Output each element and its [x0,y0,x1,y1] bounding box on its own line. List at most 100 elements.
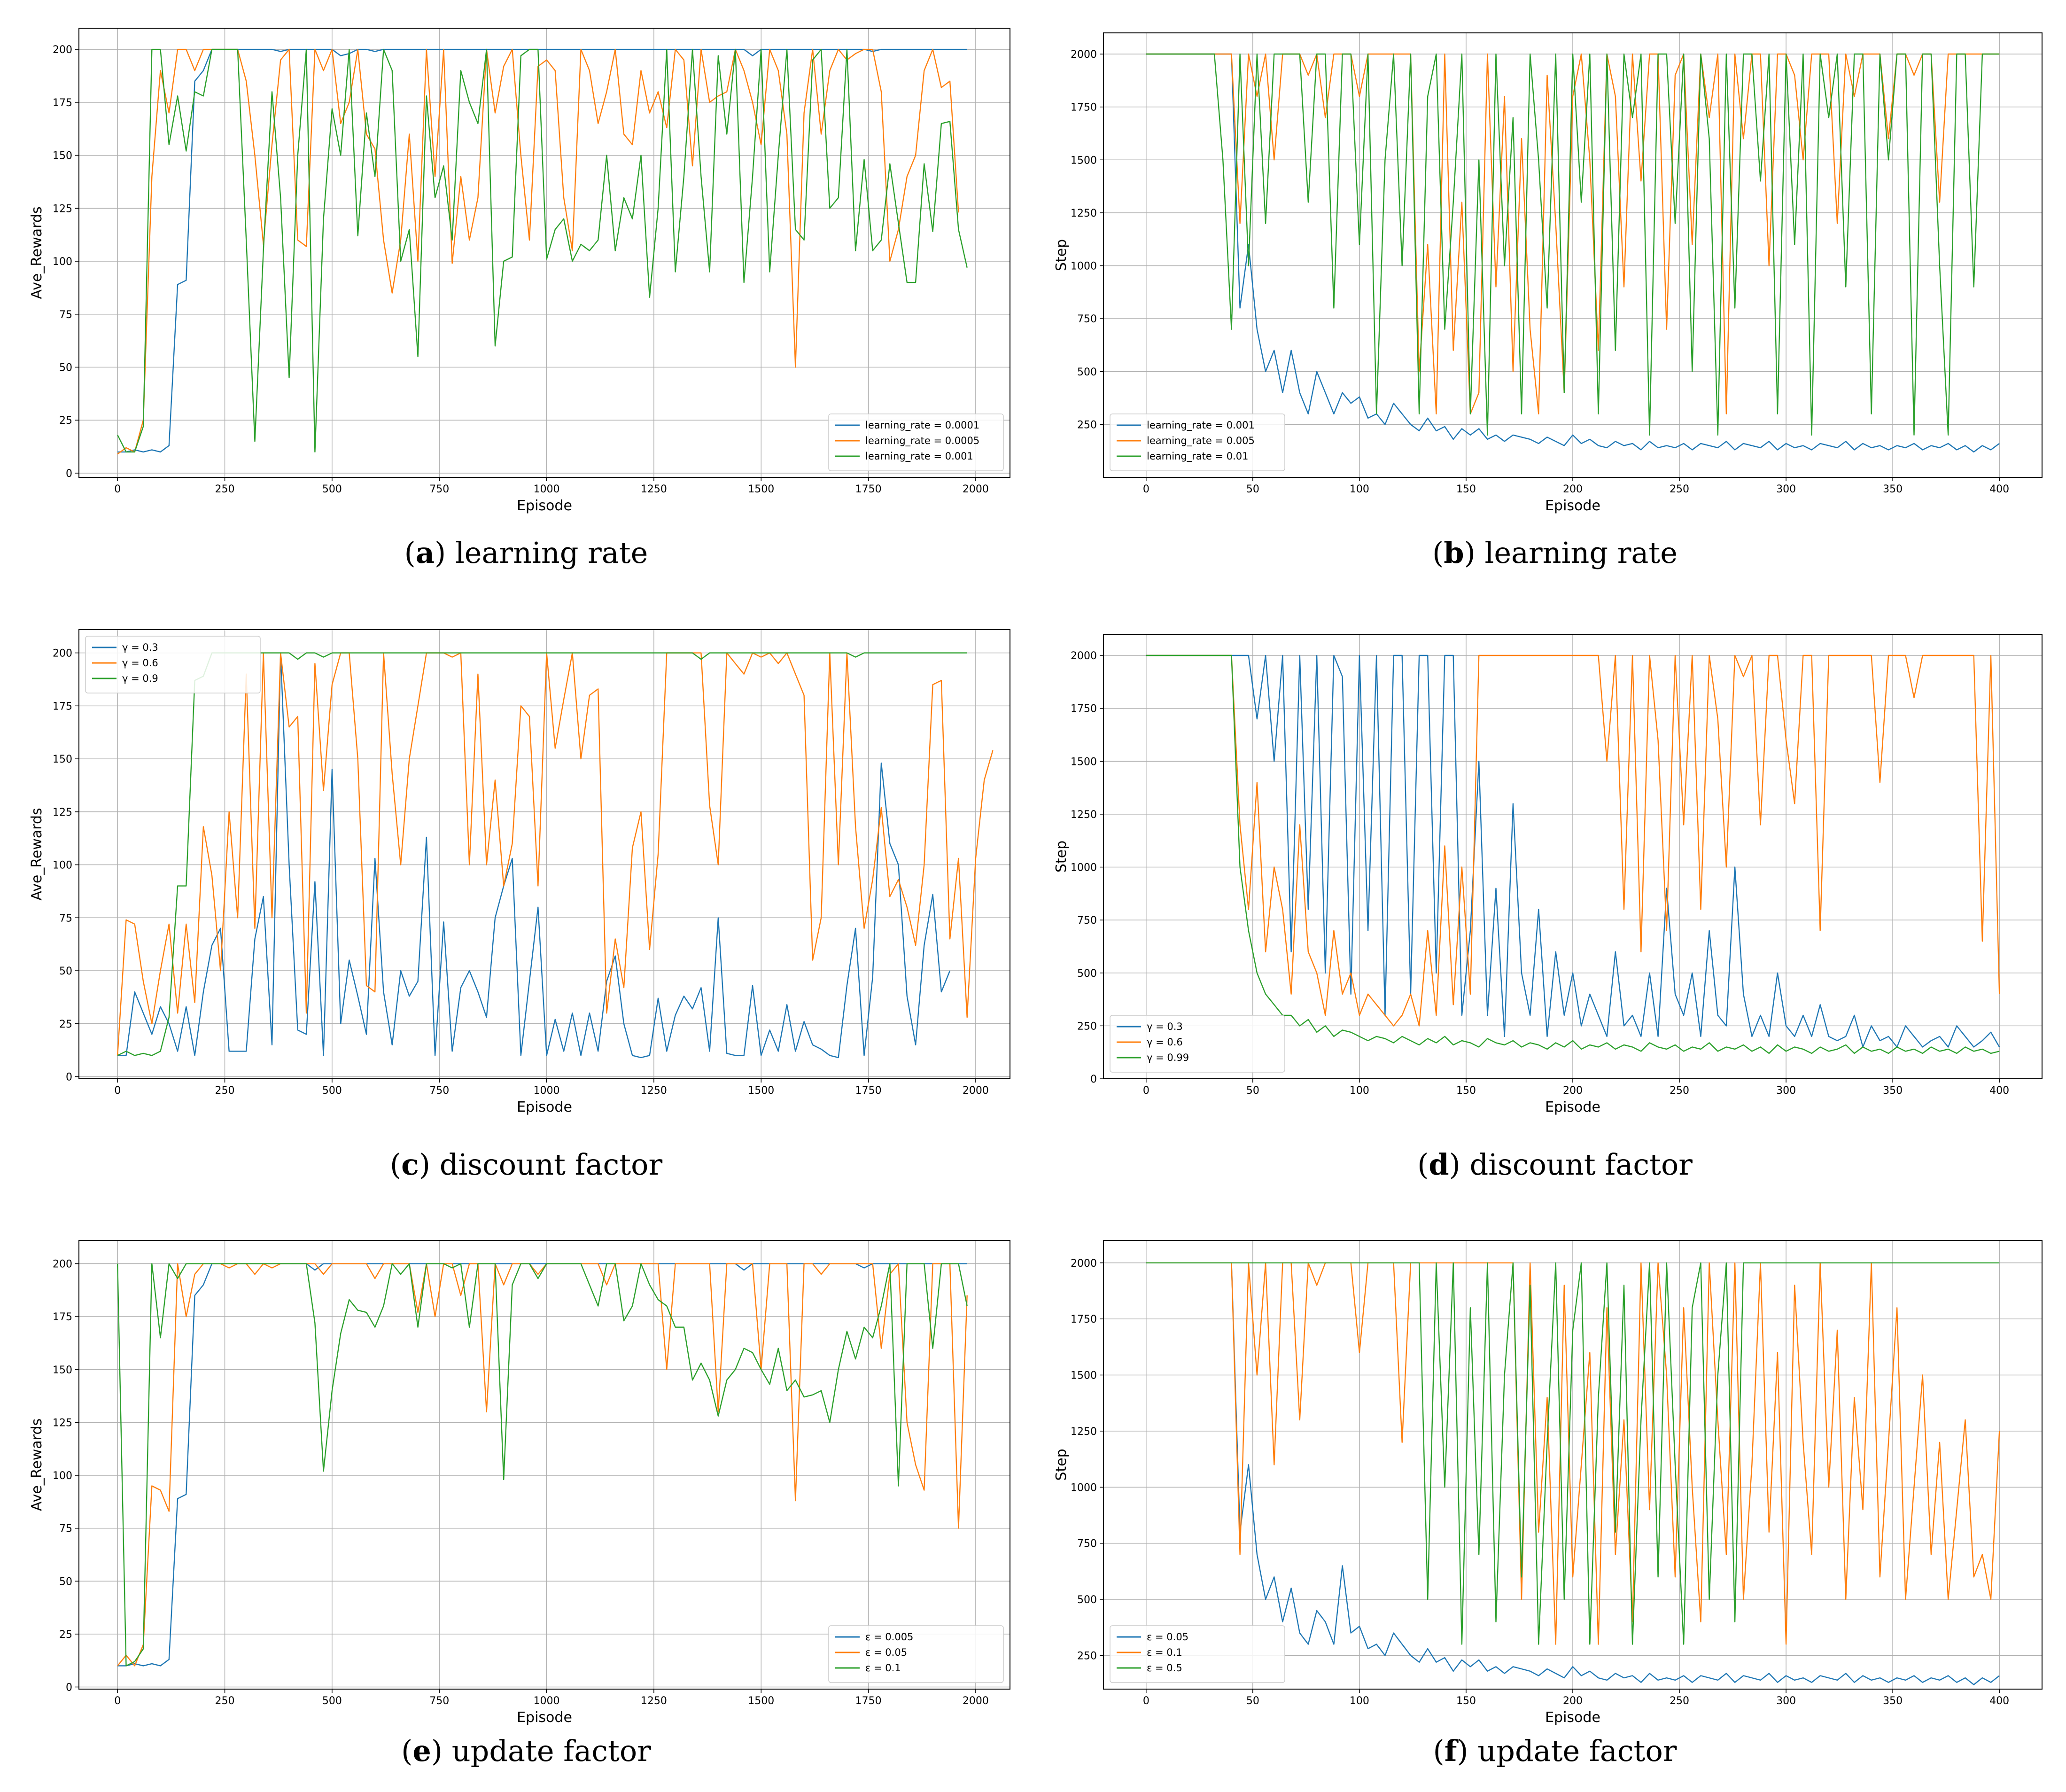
x-tick-label: 2000 [963,483,989,495]
x-axis-label: Episode [517,1099,572,1115]
x-tick-label: 400 [1989,1695,2009,1707]
series-line [117,48,968,453]
x-tick-label: 0 [1143,1695,1150,1707]
x-tick-label: 50 [1246,1085,1259,1097]
y-tick-label: 100 [53,860,72,872]
y-tick-label: 0 [66,1682,72,1693]
caption-text: discount factor [439,1147,663,1182]
x-tick-label: 250 [215,483,235,495]
chart-f: 0 50 100 150 200 250 300 350 400 250 500 750 1000 125… [1053,1240,2043,1726]
legend-label: ε = 0.05 [865,1647,907,1658]
x-tick-label: 300 [1776,1085,1796,1097]
x-tick-label: 0 [114,1695,121,1707]
series-line [1146,654,2000,1054]
legend-box [85,636,261,693]
x-tick-label: 150 [1456,483,1476,495]
x-tick-label: 2000 [963,1085,989,1097]
series-line [117,1263,967,1667]
x-tick-label: 500 [322,1085,342,1097]
legend-box [1110,1625,1285,1683]
y-axis-label: Ave_Rewards [29,206,45,299]
caption-letter: c [401,1147,419,1182]
series-line [1146,1262,2000,1645]
caption-f: (f) update factor [1433,1734,1677,1768]
y-tick-label: 75 [59,912,72,924]
y-tick-label: 500 [1077,968,1097,980]
chart-c: 0 250 500 750 1000 1250 1500 1750 2000 0 25 50 75 100… [29,629,1010,1115]
y-tick-label: 100 [53,1470,72,1482]
y-tick-label: 125 [53,203,72,215]
series-line [117,652,951,1059]
series-line [1146,53,2000,453]
x-tick-label: 1000 [534,1085,560,1097]
series-line [1146,53,2000,436]
caption-letter: b [1444,536,1464,570]
x-tick-label: 150 [1456,1085,1476,1097]
legend-label: ε = 0.1 [865,1662,901,1674]
y-tick-label: 50 [59,1576,72,1588]
y-tick-label: 500 [1077,366,1097,378]
caption-text: learning rate [1484,536,1678,570]
y-tick-label: 25 [59,1019,72,1030]
y-tick-label: 2000 [1071,49,1097,61]
caption-text: discount factor [1469,1147,1693,1182]
y-tick-label: 200 [53,648,72,660]
y-tick-label: 1750 [1071,102,1097,114]
y-tick-label: 1750 [1071,1314,1097,1325]
caption-letter: d [1429,1147,1449,1182]
y-tick-label: 1500 [1071,1370,1097,1382]
caption-letter: a [415,536,435,570]
x-tick-label: 750 [429,1085,449,1097]
x-tick-label: 250 [1670,1085,1689,1097]
y-tick-label: 125 [53,1417,72,1429]
legend-label: ε = 0.05 [1147,1631,1188,1643]
chart-b: 0 50 100 150 200 250 300 350 400 250 500 750 1000 125… [1053,32,2043,514]
y-tick-label: 1000 [1071,1482,1097,1494]
x-tick-label: 1500 [748,483,774,495]
series-line [1146,654,2000,1048]
x-tick-label: 750 [429,483,449,495]
x-tick-label: 1250 [641,1695,667,1707]
caption-e: (e) update factor [401,1734,651,1768]
y-tick-label: 500 [1077,1594,1097,1606]
x-tick-label: 300 [1776,483,1796,495]
x-tick-label: 300 [1776,1695,1796,1707]
y-tick-label: 250 [1077,419,1097,431]
legend-label: learning_rate = 0.001 [1147,420,1255,431]
legend-label: learning_rate = 0.005 [1147,435,1255,447]
series-line [117,1263,968,1667]
y-tick-label: 50 [59,966,72,977]
legend-box [1110,1015,1285,1073]
legend-label: γ = 0.99 [1147,1052,1189,1063]
legend-label: learning_rate = 0.0005 [865,435,979,447]
x-tick-label: 0 [114,1085,121,1097]
x-tick-label: 400 [1989,1085,2009,1097]
x-tick-label: 250 [1670,483,1689,495]
x-axis-label: Episode [1545,1099,1600,1115]
caption-c: (c) discount factor [389,1147,663,1182]
x-tick-label: 2000 [963,1695,989,1707]
y-tick-label: 100 [53,256,72,268]
y-tick-label: 1000 [1071,261,1097,273]
y-tick-label: 25 [59,1629,72,1641]
x-tick-label: 50 [1246,483,1259,495]
y-tick-label: 175 [53,701,72,712]
legend-label: learning_rate = 0.0001 [865,420,979,431]
plot-frame [78,629,1010,1079]
plot-frame [78,28,1010,478]
x-tick-label: 1750 [855,1695,882,1707]
x-tick-label: 200 [1563,1695,1583,1707]
y-axis-label: Step [1053,841,1070,873]
y-tick-label: 0 [66,1071,72,1083]
x-tick-label: 1500 [748,1695,774,1707]
x-axis-label: Episode [1545,1709,1600,1726]
legend-label: γ = 0.6 [1147,1036,1183,1048]
series-line [117,48,959,455]
legend-label: γ = 0.9 [122,673,158,684]
series-line [1146,654,2000,1027]
y-tick-label: 1750 [1071,703,1097,715]
series-line [117,48,967,453]
x-tick-label: 350 [1883,1695,1903,1707]
plot-frame [78,1240,1010,1690]
